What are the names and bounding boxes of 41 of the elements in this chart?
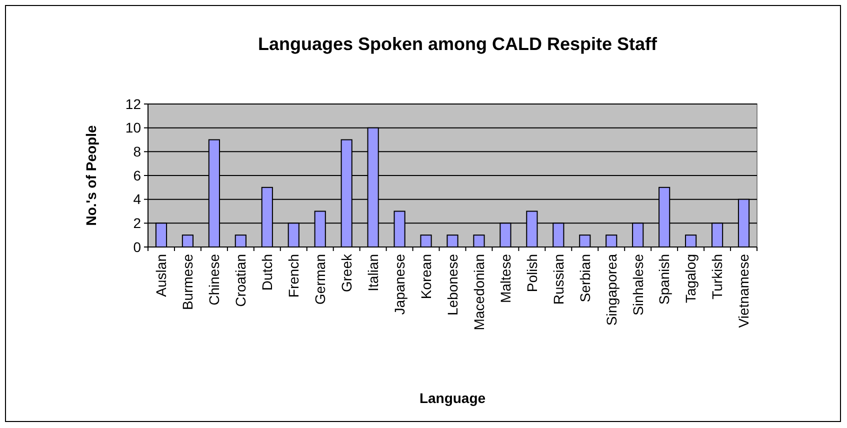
x-tick-label: Lebonese [444, 254, 460, 316]
y-tick-label: 6 [133, 167, 142, 184]
y-tick-label: 10 [125, 120, 142, 136]
x-tick-label: Dutch [259, 254, 276, 291]
bar [685, 234, 697, 248]
chart-title: Languages Spoken among CALD Respite Staff [258, 34, 658, 54]
x-tick-label: Spanish [656, 254, 672, 305]
x-tick-label: Italian [364, 254, 381, 292]
x-tick-label: Singaporea [603, 254, 620, 326]
x-tick-label: Russian [550, 254, 566, 305]
y-tick-label: 12 [125, 96, 142, 112]
bar [473, 234, 485, 248]
x-tick-label: Auslan [153, 254, 170, 297]
y-tick-label: 2 [133, 215, 142, 232]
x-tick-label: Maltese [497, 254, 514, 304]
x-tick-label: Macedonian [470, 254, 487, 330]
x-tick-label: Serbian [576, 254, 593, 302]
y-axis-title: No.'s of People [83, 125, 99, 226]
x-tick-label: Croatian [232, 254, 249, 307]
x-tick-label: French [286, 254, 302, 298]
x-tick-label: Greek [338, 253, 354, 292]
x-tick-label: Vietnamese [736, 254, 752, 328]
x-tick-label: Japanese [391, 254, 408, 315]
bar [234, 234, 246, 248]
bar [606, 234, 618, 248]
x-tick-label: German [312, 254, 328, 305]
bar [182, 234, 194, 248]
x-tick-label: Burmese [180, 254, 196, 310]
y-tick-label: 4 [133, 191, 142, 208]
x-axis-title: Language [419, 390, 486, 406]
x-tick-label: Korean [418, 254, 434, 300]
y-tick-label: 0 [133, 238, 142, 255]
bar [579, 234, 591, 248]
bar [446, 234, 458, 248]
x-tick-label: Chinese [206, 254, 222, 306]
x-tick-label: Polish [524, 254, 540, 292]
bar [420, 234, 432, 248]
x-tick-label: Turkish [709, 254, 726, 300]
y-tick-label: 8 [133, 144, 142, 160]
x-tick-label: Tagalog [682, 254, 699, 304]
x-tick-label: Sinhalese [630, 254, 646, 316]
